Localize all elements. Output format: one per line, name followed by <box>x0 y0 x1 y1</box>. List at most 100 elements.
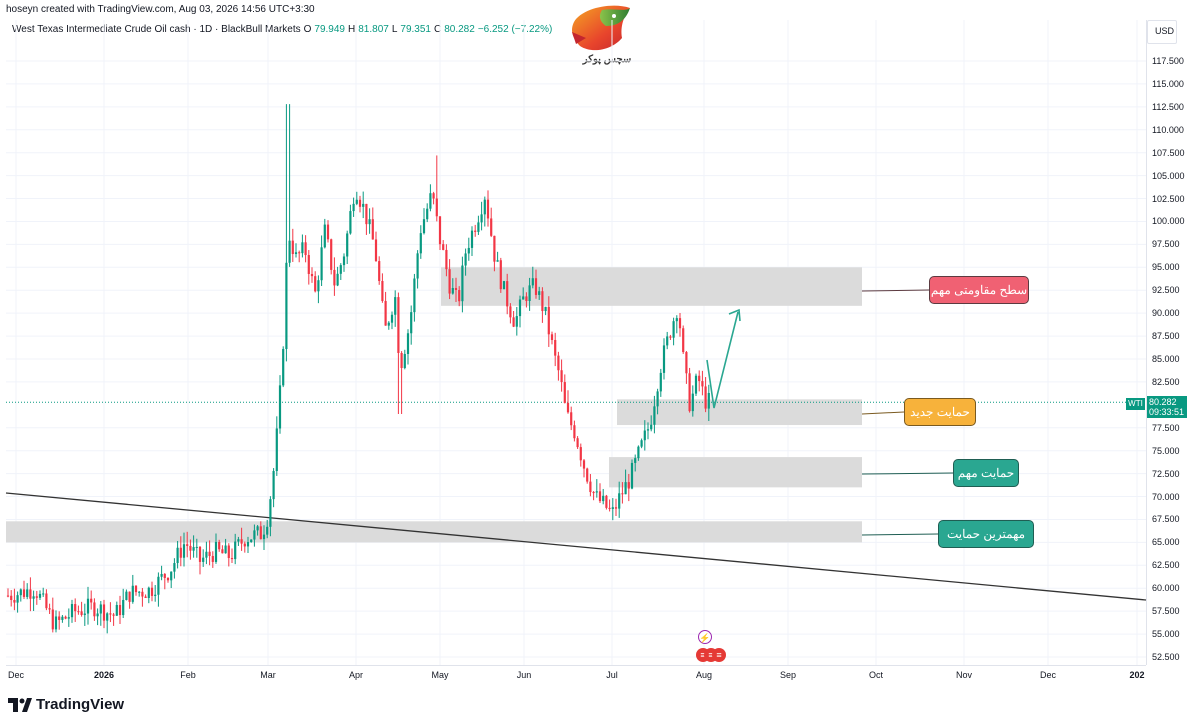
candle-body <box>246 542 250 547</box>
candle-body <box>352 203 355 212</box>
candle-body <box>560 370 563 383</box>
resistance-callout[interactable]: سطح مقاومتی مهم <box>929 276 1029 304</box>
price-axis[interactable] <box>1146 20 1200 665</box>
important-support-callout[interactable]: حمایت مهم <box>953 459 1019 487</box>
candle-body <box>301 242 304 254</box>
candle-body <box>419 233 422 254</box>
tradingview-brand[interactable]: TradingView <box>8 696 124 713</box>
candle-body <box>125 591 128 600</box>
candle-body <box>387 322 390 326</box>
candle-body <box>298 252 301 254</box>
new-support-callout[interactable]: حمایت جدید <box>904 398 976 426</box>
candle-body <box>531 278 534 286</box>
candle-body <box>160 573 163 577</box>
candle-body <box>397 297 400 353</box>
price-tick-label: 105.000 <box>1152 170 1185 181</box>
candle-body <box>477 222 480 232</box>
candle-body <box>506 281 509 307</box>
important-support-connector <box>861 472 954 475</box>
candle-body <box>618 493 621 509</box>
candle-body <box>586 468 589 482</box>
candle-body <box>355 199 358 204</box>
candle-body <box>365 203 368 225</box>
candle-body <box>605 495 608 508</box>
candle-body <box>534 278 538 295</box>
currency-button[interactable] <box>1147 20 1177 44</box>
time-tick-label: Aug <box>695 670 713 680</box>
candle-body <box>70 604 74 618</box>
candle-body <box>253 530 256 540</box>
candle-body <box>675 318 678 322</box>
brand-text: TradingView <box>36 696 125 713</box>
candle-body <box>83 613 86 615</box>
candle-body <box>48 608 51 610</box>
candle-body <box>698 375 701 382</box>
candle-body <box>666 336 669 346</box>
candle-body <box>416 253 419 279</box>
candle-body <box>461 265 464 302</box>
candle-body <box>432 193 435 199</box>
candle-body <box>669 336 672 338</box>
candle-body <box>627 482 630 489</box>
candle-body <box>259 526 262 540</box>
candle-body <box>573 425 576 439</box>
flag-event-icon-3[interactable]: ≡ <box>712 648 726 662</box>
time-tick-label: Jun <box>516 670 532 680</box>
candle-body <box>490 218 493 236</box>
currency-label[interactable]: USD <box>1155 26 1175 36</box>
price-tick-label: 62.500 <box>1152 560 1180 571</box>
price-tick-label: 72.500 <box>1152 468 1180 479</box>
candle-body <box>685 352 688 374</box>
candle-body <box>570 412 573 426</box>
price-tick-label: 57.500 <box>1152 606 1180 617</box>
candle-body <box>205 551 208 558</box>
candle-body <box>90 598 93 603</box>
candle-body <box>410 312 413 334</box>
candle-body <box>499 260 502 290</box>
price-tick-label: 65.000 <box>1152 537 1180 548</box>
candle-body <box>195 546 198 548</box>
candle-body <box>240 539 243 544</box>
tradingview-logo-icon <box>8 697 32 712</box>
candle-body <box>330 239 333 270</box>
candle-body <box>221 549 224 554</box>
candle-body <box>102 604 106 621</box>
candle-body <box>413 278 416 313</box>
lightning-event-icon[interactable]: ⚡ <box>698 630 712 644</box>
candle-body <box>234 541 237 560</box>
symbol-price-tag: WTI <box>1126 398 1145 410</box>
candle-body <box>29 589 32 599</box>
candle-body <box>77 611 80 613</box>
candle-body <box>10 595 13 600</box>
candle-body <box>368 219 371 225</box>
ohlc-open-value: 79.949 <box>314 24 345 35</box>
candle-body <box>547 306 550 335</box>
time-axis[interactable] <box>6 665 1146 685</box>
price-tick-label: 115.000 <box>1152 78 1184 89</box>
logo-text: سچس پوکر <box>582 54 632 65</box>
symbol-title[interactable]: West Texas Intermediate Crude Oil cash ·… <box>12 24 301 35</box>
candle-body <box>470 230 474 248</box>
price-tick-label: 75.000 <box>1152 445 1180 456</box>
symbol-legend[interactable]: West Texas Intermediate Crude Oil cash ·… <box>12 24 552 35</box>
candle-body <box>454 288 458 291</box>
candle-body <box>694 375 698 394</box>
candle-body <box>467 247 470 254</box>
candle-body <box>45 593 48 609</box>
candle-body <box>442 244 445 250</box>
candle-body <box>429 193 432 209</box>
candle-body <box>682 328 685 353</box>
candle-body <box>634 458 637 463</box>
candle-body <box>317 280 320 292</box>
candle-body <box>653 406 656 425</box>
candle-body <box>464 253 467 266</box>
most-important-support-callout[interactable]: مهمترین حمایت <box>938 520 1034 548</box>
candle-body <box>435 198 438 217</box>
candle-body <box>74 604 77 612</box>
candle-body <box>384 300 387 326</box>
candle-body <box>227 545 230 559</box>
candle-body <box>320 247 323 281</box>
price-tick-label: 52.500 <box>1152 652 1180 662</box>
